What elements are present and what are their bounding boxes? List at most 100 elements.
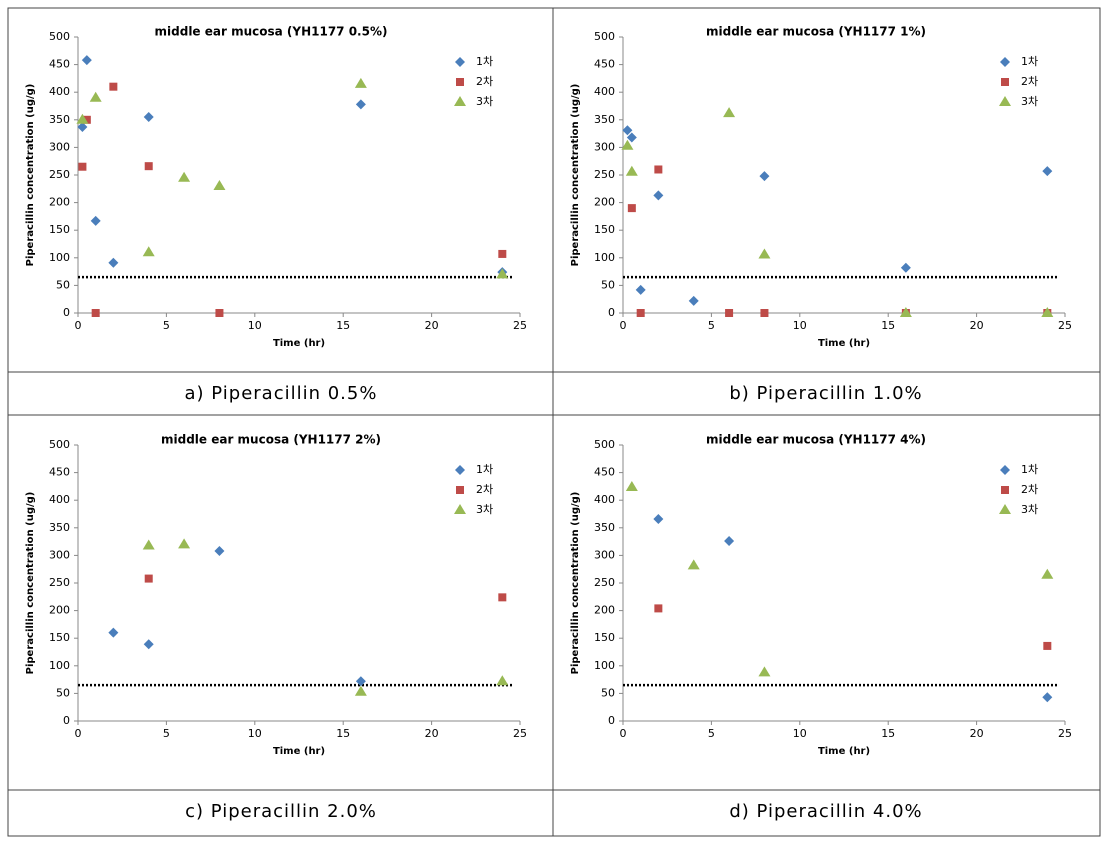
x-tick-label: 0 — [75, 319, 82, 332]
data-point — [625, 480, 638, 491]
data-point — [899, 307, 912, 317]
y-tick-label: 200 — [594, 604, 615, 617]
legend-label: 2차 — [476, 483, 493, 496]
data-point — [627, 204, 636, 213]
y-tick-label: 50 — [56, 686, 70, 699]
x-tick-label: 20 — [425, 727, 439, 740]
legend-marker — [999, 96, 1011, 106]
x-tick-label: 15 — [336, 319, 350, 332]
chart-title: middle ear mucosa (YH1177 1%) — [706, 25, 926, 39]
data-point — [214, 545, 225, 556]
y-axis-label: Piperacillin concentration (ug/g) — [570, 492, 581, 675]
x-tick-label: 15 — [881, 727, 895, 740]
legend-marker — [1000, 57, 1010, 67]
x-tick-label: 25 — [513, 727, 527, 740]
caption: d) Piperacillin 4.0% — [729, 801, 922, 822]
y-tick-label: 0 — [63, 714, 70, 727]
x-tick-label: 25 — [1058, 727, 1072, 740]
data-point — [688, 295, 699, 306]
legend-marker — [454, 96, 466, 106]
table-border — [7, 7, 1101, 837]
y-tick-label: 300 — [49, 548, 70, 561]
data-point — [82, 115, 91, 124]
y-tick-label: 400 — [594, 85, 615, 98]
legend-label: 3차 — [1021, 95, 1038, 108]
legend-label: 1차 — [476, 55, 493, 68]
data-point — [626, 132, 637, 143]
x-tick-label: 5 — [163, 319, 170, 332]
y-tick-label: 50 — [601, 686, 615, 699]
y-axis-label: Piperacillin concentration (ug/g) — [25, 492, 36, 675]
y-tick-label: 500 — [49, 438, 70, 451]
legend-label: 3차 — [1021, 503, 1038, 516]
data-point — [76, 113, 89, 124]
x-tick-label: 20 — [970, 319, 984, 332]
data-point — [89, 91, 102, 102]
y-tick-label: 150 — [594, 223, 615, 236]
legend-label: 3차 — [476, 503, 493, 516]
data-point — [213, 180, 226, 191]
x-tick-label: 10 — [793, 319, 807, 332]
data-point — [654, 165, 663, 174]
x-axis-label: Time (hr) — [273, 338, 325, 349]
data-point — [142, 246, 155, 257]
y-tick-label: 50 — [56, 278, 70, 291]
data-point — [354, 685, 367, 696]
data-point — [759, 171, 770, 182]
data-point — [77, 121, 88, 132]
y-tick-label: 150 — [594, 631, 615, 644]
data-point — [635, 284, 646, 295]
data-point — [723, 107, 736, 118]
caption: c) Piperacillin 2.0% — [185, 801, 377, 822]
y-axis-label: Piperacillin concentration (ug/g) — [25, 84, 36, 267]
data-point — [143, 112, 154, 123]
y-tick-label: 450 — [594, 58, 615, 71]
y-tick-label: 100 — [594, 251, 615, 264]
x-tick-label: 5 — [163, 727, 170, 740]
data-point — [1041, 307, 1054, 317]
chart-title: middle ear mucosa (YH1177 0.5%) — [155, 25, 388, 39]
y-tick-label: 350 — [49, 521, 70, 534]
legend-marker — [455, 465, 465, 475]
y-tick-label: 350 — [594, 113, 615, 126]
y-tick-label: 400 — [49, 493, 70, 506]
x-tick-label: 0 — [620, 727, 627, 740]
data-point — [78, 162, 87, 171]
y-axis-label: Piperacillin concentration (ug/g) — [570, 84, 581, 267]
y-tick-label: 250 — [49, 168, 70, 181]
legend-label: 2차 — [1021, 75, 1038, 88]
x-tick-label: 25 — [513, 319, 527, 332]
data-point — [355, 99, 366, 110]
x-tick-label: 20 — [425, 319, 439, 332]
legend-marker — [454, 504, 466, 514]
data-point — [142, 539, 155, 550]
data-point — [654, 604, 663, 613]
data-point — [724, 536, 735, 547]
legend-marker — [1000, 465, 1010, 475]
x-tick-label: 25 — [1058, 319, 1072, 332]
data-point — [108, 257, 119, 268]
data-point — [758, 666, 771, 677]
legend-label: 1차 — [1021, 55, 1038, 68]
legend-marker — [456, 78, 464, 86]
data-point — [109, 82, 118, 91]
data-point — [90, 215, 101, 226]
x-axis-label: Time (hr) — [818, 338, 870, 349]
data-point — [1042, 166, 1053, 177]
x-tick-label: 15 — [336, 727, 350, 740]
data-point — [725, 309, 734, 317]
x-tick-label: 10 — [248, 319, 262, 332]
y-tick-label: 450 — [49, 58, 70, 71]
x-tick-label: 20 — [970, 727, 984, 740]
data-point — [178, 538, 191, 549]
data-point — [354, 77, 367, 88]
data-point — [496, 268, 509, 279]
data-point — [496, 675, 509, 686]
y-tick-label: 200 — [49, 196, 70, 209]
y-tick-label: 250 — [594, 576, 615, 589]
x-axis-label: Time (hr) — [818, 746, 870, 757]
y-tick-label: 400 — [49, 85, 70, 98]
data-point — [108, 627, 119, 638]
legend-label: 3차 — [476, 95, 493, 108]
y-tick-label: 250 — [49, 576, 70, 589]
